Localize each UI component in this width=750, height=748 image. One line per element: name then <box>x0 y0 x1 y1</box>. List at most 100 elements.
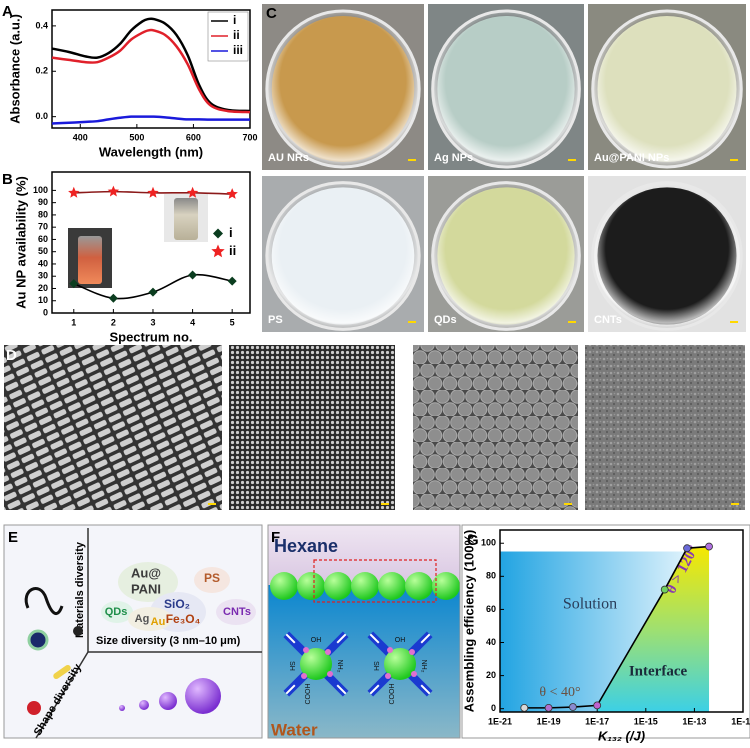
y-tick-label: 40 <box>38 258 48 268</box>
x-axis-label: K₁₃₂ (/J) <box>598 728 645 743</box>
axis-line <box>35 651 89 739</box>
group-label: COOH <box>389 684 396 705</box>
interface-particle <box>270 572 298 600</box>
vial <box>78 236 102 284</box>
plot-frame <box>499 529 744 713</box>
ligand-mark <box>336 684 347 695</box>
marker <box>705 542 713 551</box>
panel-label: C <box>266 5 277 22</box>
interface-particle <box>378 572 406 600</box>
y-tick-label: 0 <box>43 307 48 317</box>
y-tick-label: 60 <box>486 604 496 614</box>
marker <box>593 701 602 710</box>
group-label: NH₂ <box>336 660 343 673</box>
beaker-rim <box>265 181 421 331</box>
x-axis-label: Wavelength (nm) <box>99 144 203 159</box>
functional-site <box>303 647 309 653</box>
x-tick-label: 2 <box>111 317 116 327</box>
plot-frame <box>51 9 251 129</box>
material-cloud <box>194 567 230 593</box>
material-cloud <box>118 562 178 602</box>
interface-region <box>597 546 710 712</box>
material-cloud <box>216 599 256 625</box>
x-tick-label: 1E-11 <box>731 716 750 726</box>
core-shell <box>27 629 49 651</box>
x-tick-label: 3 <box>150 317 155 327</box>
y-tick-label: 60 <box>38 234 48 244</box>
y-tick-label: 30 <box>38 271 48 281</box>
legend-label: iii <box>233 43 243 57</box>
marker <box>544 703 553 712</box>
particle <box>159 692 177 710</box>
nanoparticle <box>384 648 416 680</box>
x-tick-label: 700 <box>242 132 257 142</box>
group-label: NH₂ <box>420 660 427 673</box>
functional-site <box>409 649 415 655</box>
particle <box>27 701 41 715</box>
nanorod <box>53 664 71 680</box>
interface-particle <box>324 572 352 600</box>
beaker-rim <box>431 181 581 331</box>
interface-particle <box>297 572 325 600</box>
annotation: Interface <box>629 663 688 679</box>
beaker-rim <box>591 181 743 331</box>
y-tick-label: 80 <box>486 571 496 581</box>
y-tick-label: 100 <box>33 185 48 195</box>
vial <box>174 198 198 240</box>
marker <box>569 703 577 711</box>
marker <box>107 185 120 197</box>
y-tick-label: 100 <box>481 538 496 548</box>
marker <box>148 287 158 297</box>
annotation: θ < 40° <box>539 685 580 700</box>
x-tick-label: 5 <box>230 317 235 327</box>
material-label: SiO₂ <box>164 597 190 611</box>
photo-caption: Au@PANI NPs <box>594 152 669 164</box>
x-tick-label: 1E-19 <box>537 716 561 726</box>
panel-label: A <box>2 3 13 20</box>
series-line <box>51 17 251 113</box>
photo-caption: PS <box>268 314 283 326</box>
material-label: QDs <box>105 606 128 618</box>
photo-caption: CNTs <box>594 314 622 326</box>
photo-caption: AU NRs <box>268 152 309 164</box>
panel-label: E <box>8 529 18 546</box>
marker <box>520 703 529 712</box>
y-tick-label: 20 <box>486 670 496 680</box>
interface-particle <box>405 572 433 600</box>
y-axis-label: Au NP availability (%) <box>13 176 28 309</box>
panel-label: F <box>271 529 280 546</box>
highlight-box <box>313 559 437 603</box>
interface-particle <box>351 572 379 600</box>
water-phase <box>268 585 460 738</box>
y-tick-label: 0 <box>491 703 496 713</box>
group-label: SH <box>372 661 379 671</box>
photo-caption: QDs <box>434 314 457 326</box>
y-axis-label: Absorbance (a.u.) <box>7 14 22 124</box>
legend-label: i <box>233 13 236 27</box>
particle <box>139 700 149 710</box>
plot-frame <box>51 171 251 314</box>
y-tick-label: 20 <box>38 283 48 293</box>
beaker-rim <box>431 9 581 169</box>
functional-site <box>387 647 393 653</box>
sem-image <box>229 345 395 510</box>
ligand-mark <box>420 633 431 644</box>
panel-label: D <box>6 347 17 364</box>
x-axis-label: Spectrum no. <box>109 329 192 344</box>
material-label: CNTs <box>223 606 251 618</box>
ligand-mark <box>336 633 347 644</box>
group-label: OH <box>395 637 406 644</box>
panel-frame <box>267 524 461 739</box>
marker <box>227 276 237 286</box>
y-tick-label: 50 <box>38 246 48 256</box>
phase-label: Water <box>271 720 318 739</box>
beaker-rim <box>591 9 743 169</box>
beaker-rim <box>265 9 421 169</box>
group-label: OH <box>311 637 322 644</box>
x-tick-label: 400 <box>73 132 88 142</box>
axis-label: Size diversity (3 nm–10 μm) <box>96 635 241 647</box>
x-tick-label: 1E-15 <box>634 716 658 726</box>
series-line <box>51 115 250 125</box>
y-tick-label: 10 <box>38 295 48 305</box>
